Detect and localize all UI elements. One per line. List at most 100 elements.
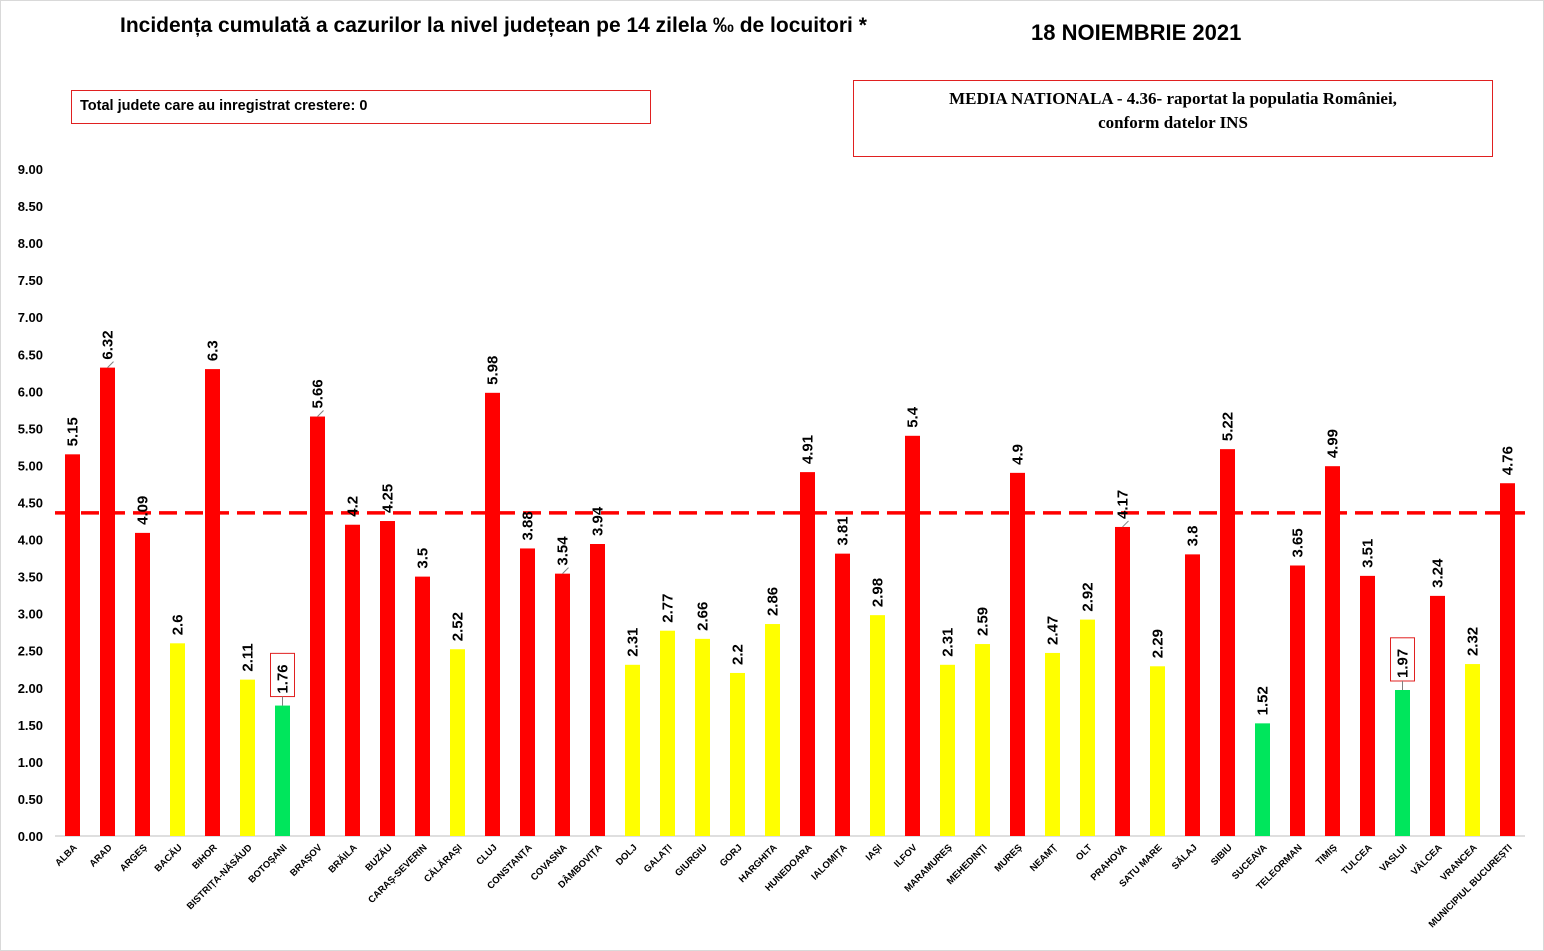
national-average-line1: MEDIA NATIONALA - 4.36- raportat la popu… bbox=[949, 89, 1397, 108]
category-label: TIMIȘ bbox=[1314, 842, 1340, 868]
y-tick-label: 0.50 bbox=[18, 792, 43, 807]
data-label: 3.88 bbox=[520, 511, 537, 540]
bar bbox=[65, 454, 80, 836]
y-tick-label: 3.50 bbox=[18, 570, 43, 585]
category-label: VASLUI bbox=[1378, 842, 1410, 874]
data-label-box bbox=[1390, 637, 1415, 682]
bar bbox=[135, 532, 150, 836]
bar bbox=[1430, 595, 1445, 836]
y-tick-label: 5.50 bbox=[18, 421, 43, 436]
data-label: 5.66 bbox=[310, 379, 327, 408]
bar bbox=[450, 649, 465, 836]
data-label: 4.09 bbox=[135, 496, 152, 525]
bar bbox=[1185, 554, 1200, 836]
bar bbox=[485, 392, 500, 836]
data-label: 2.2 bbox=[730, 644, 747, 665]
category-label: ILFOV bbox=[892, 842, 920, 870]
data-label: 2.52 bbox=[450, 612, 467, 641]
bar bbox=[1045, 652, 1060, 836]
category-label: BUZĂU bbox=[363, 842, 394, 873]
data-label: 4.91 bbox=[800, 435, 817, 464]
data-label: 4.25 bbox=[380, 484, 397, 513]
bar bbox=[800, 472, 815, 836]
y-tick-label: 7.00 bbox=[18, 310, 43, 325]
data-label: 2.92 bbox=[1080, 582, 1097, 611]
category-label: MUREȘ bbox=[993, 842, 1025, 874]
bar bbox=[1150, 666, 1165, 836]
bar bbox=[205, 369, 220, 836]
y-tick-label: 8.00 bbox=[18, 236, 43, 251]
data-label: 6.3 bbox=[205, 340, 222, 361]
data-label: 2.32 bbox=[1465, 627, 1482, 656]
category-label: ALBA bbox=[53, 842, 80, 869]
data-label: 4.9 bbox=[1010, 444, 1027, 465]
data-label: 2.6 bbox=[170, 614, 187, 635]
data-label: 6.32 bbox=[100, 330, 117, 359]
category-label: GORJ bbox=[718, 842, 745, 869]
category-label: VÂLCEA bbox=[1409, 842, 1445, 878]
data-label: 3.65 bbox=[1290, 528, 1307, 557]
data-label: 4.17 bbox=[1115, 490, 1132, 519]
data-label: 5.15 bbox=[65, 417, 82, 446]
data-label: 5.4 bbox=[905, 406, 922, 428]
category-label: GALAȚI bbox=[642, 842, 675, 875]
data-label-leader bbox=[317, 410, 324, 417]
bar bbox=[345, 524, 360, 836]
y-tick-label: 0.00 bbox=[18, 829, 43, 844]
bar bbox=[1325, 466, 1340, 836]
data-label-leader bbox=[107, 361, 114, 368]
data-label: 5.22 bbox=[1220, 412, 1237, 441]
data-label: 2.31 bbox=[625, 628, 642, 657]
data-label-leader bbox=[562, 567, 569, 575]
data-label: 2.77 bbox=[660, 594, 677, 623]
data-label: 2.29 bbox=[1150, 629, 1167, 658]
data-label: 3.5 bbox=[415, 548, 432, 569]
data-label: 2.31 bbox=[940, 628, 957, 657]
category-label: CĂLĂRAȘI bbox=[422, 842, 464, 884]
bar bbox=[1290, 565, 1305, 836]
data-label: 3.54 bbox=[555, 536, 572, 566]
bar bbox=[415, 576, 430, 836]
y-tick-label: 6.00 bbox=[18, 384, 43, 399]
report-date: 18 NOIEMBRIE 2021 bbox=[1031, 20, 1242, 45]
data-label: 2.66 bbox=[695, 602, 712, 631]
bar bbox=[835, 553, 850, 836]
data-label: 3.8 bbox=[1185, 526, 1202, 547]
bar bbox=[100, 367, 115, 836]
category-label: ARAD bbox=[87, 842, 114, 869]
data-label: 2.86 bbox=[765, 587, 782, 616]
growth-info-text: Total judete care au inregistrat crester… bbox=[80, 98, 368, 114]
category-label: CARAȘ-SEVERIN bbox=[366, 842, 429, 905]
bar bbox=[1360, 575, 1375, 836]
data-label: 1.97 bbox=[1395, 649, 1412, 678]
bar bbox=[1500, 483, 1515, 836]
category-label: BACĂU bbox=[153, 842, 185, 874]
data-label-box bbox=[270, 652, 295, 698]
bar bbox=[730, 672, 745, 836]
bar bbox=[625, 664, 640, 836]
bar bbox=[520, 548, 535, 836]
data-label: 3.51 bbox=[1360, 539, 1377, 568]
data-label: 4.99 bbox=[1325, 429, 1342, 458]
y-tick-label: 8.50 bbox=[18, 199, 43, 214]
y-tick-label: 1.50 bbox=[18, 718, 43, 733]
growth-info-box: Total judete care au inregistrat crester… bbox=[71, 90, 651, 124]
data-label: 1.52 bbox=[1255, 686, 1272, 715]
bar bbox=[1255, 723, 1270, 836]
data-label: 3.24 bbox=[1430, 558, 1447, 588]
category-label: CLUJ bbox=[474, 842, 499, 867]
category-label: BRĂILA bbox=[326, 842, 359, 875]
data-label: 4.76 bbox=[1500, 446, 1517, 475]
bar bbox=[555, 573, 570, 836]
data-label: 2.11 bbox=[240, 643, 257, 671]
category-label: IAȘI bbox=[864, 842, 885, 863]
y-tick-label: 7.50 bbox=[18, 273, 43, 288]
data-label: 3.94 bbox=[590, 506, 607, 536]
y-tick-label: 6.50 bbox=[18, 347, 43, 362]
y-tick-label: 5.00 bbox=[18, 458, 43, 473]
bar bbox=[1115, 526, 1130, 836]
category-label: BRAȘOV bbox=[288, 842, 325, 879]
category-label: ARGEȘ bbox=[118, 842, 150, 874]
y-tick-label: 9.00 bbox=[18, 162, 43, 177]
category-label: BIHOR bbox=[190, 842, 220, 872]
